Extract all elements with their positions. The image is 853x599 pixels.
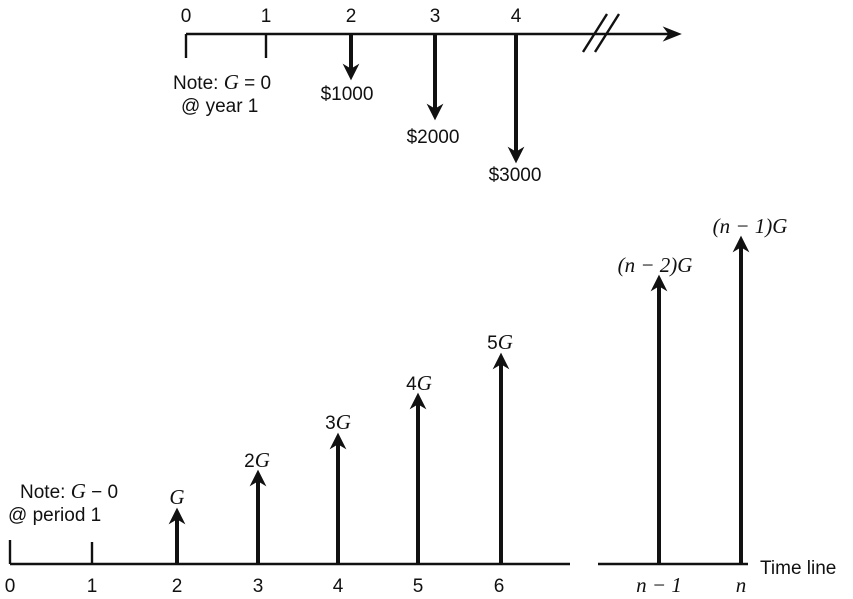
bottom-note-line-1: Note: G − 0 <box>20 479 118 503</box>
bottom-period-label: n − 1 <box>636 573 682 597</box>
bottom-period-label: 1 <box>87 576 98 597</box>
top-note-line-2: @ year 1 <box>181 96 258 117</box>
bottom-period-label: 0 <box>5 576 16 597</box>
gradient-label: 4G <box>406 371 432 395</box>
gradient-label: G <box>169 485 184 509</box>
top-period-label: 2 <box>346 6 357 27</box>
bottom-period-label: 5 <box>413 576 424 597</box>
top-period-label: 0 <box>181 6 192 27</box>
axis-break-mark <box>593 13 621 53</box>
gradient-label: 3G <box>325 410 351 434</box>
top-period-label: 1 <box>261 6 272 27</box>
gradient-label: 5G <box>487 330 513 354</box>
gradient-label: 2G <box>244 448 270 472</box>
bottom-period-label: 3 <box>253 576 264 597</box>
cash-flow-amount: $3000 <box>489 165 542 186</box>
bottom-period-label: 2 <box>172 576 183 597</box>
top-note-line-1: Note: G = 0 <box>173 70 271 94</box>
bottom-gradient-diagram: 0 1 2 3 4 5 6 n − 1 n G 2G 3G 4G 5G (n −… <box>5 214 837 597</box>
top-period-label: 3 <box>430 6 441 27</box>
cash-flow-amount: $2000 <box>407 127 460 148</box>
time-line-label: Time line <box>760 558 836 579</box>
gradient-label: (n − 1)G <box>713 214 788 238</box>
cash-flow-amount: $1000 <box>321 84 374 105</box>
top-period-label: 4 <box>511 6 522 27</box>
bottom-period-label: 6 <box>494 576 505 597</box>
bottom-note-line-2: @ period 1 <box>8 505 101 526</box>
bottom-period-label: 4 <box>333 576 344 597</box>
axis-break-mark <box>581 13 609 53</box>
top-cash-flow-diagram: 0 1 2 3 4 $1000 $2000 $3000 Note: G = 0 … <box>173 6 682 186</box>
gradient-label: (n − 2)G <box>618 253 693 277</box>
bottom-period-label: n <box>736 573 747 597</box>
